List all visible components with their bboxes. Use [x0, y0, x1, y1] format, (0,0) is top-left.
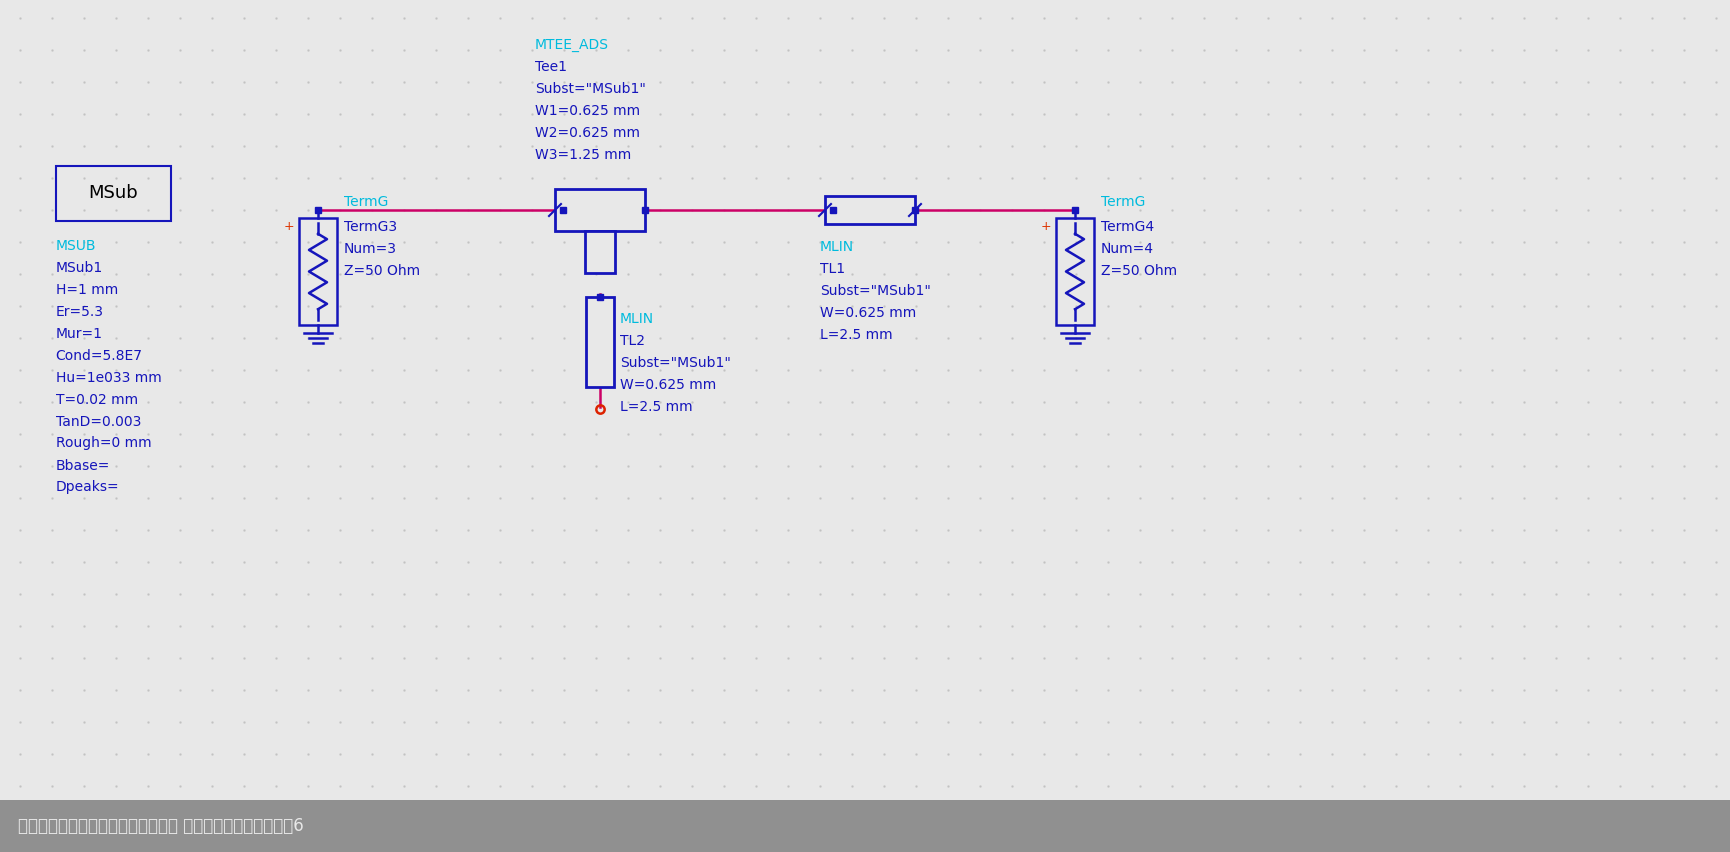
Text: Er=5.3: Er=5.3 [55, 304, 104, 319]
Text: Subst="MSub1": Subst="MSub1" [535, 82, 645, 96]
Bar [0, 800, 1730, 852]
Text: MLIN: MLIN [619, 312, 654, 326]
Text: W2=0.625 mm: W2=0.625 mm [535, 126, 640, 140]
Text: 常见匹配网络的微带线实现（一）： 微带单支节匹配网络设计6: 常见匹配网络的微带线实现（一）： 微带单支节匹配网络设计6 [17, 817, 304, 835]
Text: L=2.5 mm: L=2.5 mm [619, 400, 692, 414]
Text: TermG: TermG [1100, 195, 1145, 209]
Text: Subst="MSub1": Subst="MSub1" [619, 356, 730, 370]
Text: Z=50 Ohm: Z=50 Ohm [1100, 264, 1176, 278]
Text: Num=4: Num=4 [1100, 242, 1154, 256]
Text: H=1 mm: H=1 mm [55, 283, 118, 296]
Text: W=0.625 mm: W=0.625 mm [820, 306, 917, 320]
Text: MSub: MSub [88, 184, 138, 202]
Text: TermG3: TermG3 [344, 220, 398, 234]
Bar [586, 297, 614, 387]
Text: T=0.02 mm: T=0.02 mm [55, 393, 138, 406]
Text: +: + [284, 220, 294, 233]
Text: TermG: TermG [344, 195, 388, 209]
Text: Num=3: Num=3 [344, 242, 396, 256]
Text: Cond=5.8E7: Cond=5.8E7 [55, 348, 142, 362]
Text: TermG4: TermG4 [1100, 220, 1154, 234]
Text: L=2.5 mm: L=2.5 mm [820, 328, 893, 342]
Text: TL1: TL1 [820, 262, 846, 276]
Text: +: + [1040, 220, 1052, 233]
Text: MSUB: MSUB [55, 239, 95, 252]
Text: Z=50 Ohm: Z=50 Ohm [344, 264, 420, 278]
Text: W=0.625 mm: W=0.625 mm [619, 378, 716, 392]
Text: Dpeaks=: Dpeaks= [55, 481, 119, 494]
Text: MSub1: MSub1 [55, 261, 102, 274]
Text: Tee1: Tee1 [535, 60, 567, 74]
Bar [1055, 218, 1093, 325]
Text: MLIN: MLIN [820, 240, 855, 254]
Text: Bbase=: Bbase= [55, 458, 111, 473]
Bar [825, 196, 915, 224]
Text: W1=0.625 mm: W1=0.625 mm [535, 104, 640, 118]
Text: MTEE_ADS: MTEE_ADS [535, 38, 609, 52]
Text: Hu=1e033 mm: Hu=1e033 mm [55, 371, 161, 384]
Bar [55, 165, 171, 221]
Bar [299, 218, 337, 325]
Text: TanD=0.003: TanD=0.003 [55, 415, 140, 429]
Bar [555, 189, 645, 231]
Bar [585, 231, 614, 273]
Text: W3=1.25 mm: W3=1.25 mm [535, 148, 631, 162]
Text: Mur=1: Mur=1 [55, 326, 102, 341]
Text: Subst="MSub1": Subst="MSub1" [820, 284, 931, 298]
Text: Rough=0 mm: Rough=0 mm [55, 436, 151, 451]
Text: TL2: TL2 [619, 334, 645, 348]
